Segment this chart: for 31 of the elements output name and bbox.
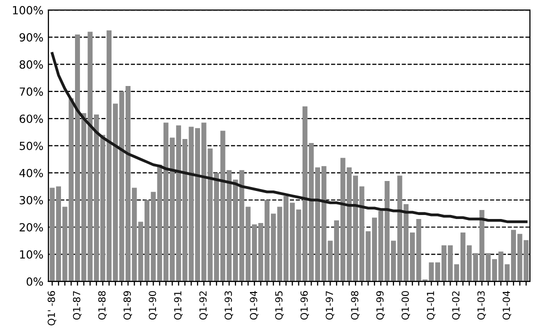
x-tick-label: Q1-89	[124, 291, 132, 320]
x-tick-label: Q1-02	[452, 291, 461, 320]
x-tick-label: Q1-98	[350, 291, 360, 320]
x-tick-label: Q1-94	[250, 290, 258, 320]
y-tick-label: 60%	[20, 114, 43, 123]
x-tick-label: Q1-91	[174, 291, 183, 320]
x-tick-label: Q1-96	[300, 291, 309, 320]
x-tick-label: Q1-03	[477, 291, 486, 320]
x-tick-label: Q1-88	[98, 291, 107, 320]
y-tick-label: 40%	[19, 168, 43, 178]
x-tick-label: Q1-01	[426, 291, 436, 320]
x-tick-label: Q1-97	[326, 291, 334, 320]
y-tick-label: 90%	[20, 33, 43, 42]
x-tick-label: Q1-99	[376, 291, 385, 320]
x-tick-label: Q1-00	[402, 291, 410, 320]
y-tick-label: 50%	[20, 142, 43, 150]
y-tick-label: 20%	[20, 223, 43, 232]
line-series	[50, 52, 528, 224]
x-tick-label: Q1' -86	[48, 291, 56, 326]
y-tick-label: 70%	[20, 87, 43, 96]
y-tick-label: 80%	[20, 60, 43, 69]
y-tick-label: 100%	[13, 6, 43, 14]
x-tick-label: Q1-87	[72, 291, 82, 320]
y-tick-label: 30%	[20, 196, 43, 204]
x-tick-label: Q1-95	[275, 291, 284, 320]
x-tick-label: Q1-92	[199, 291, 208, 320]
x-tick-label: Q1-90	[148, 291, 158, 320]
x-tick-label: Q1-04	[502, 290, 512, 320]
x-tick-label: Q1-93	[224, 291, 234, 320]
y-tick-label: 0%	[26, 277, 43, 286]
y-tick-label: 10%	[20, 250, 43, 259]
